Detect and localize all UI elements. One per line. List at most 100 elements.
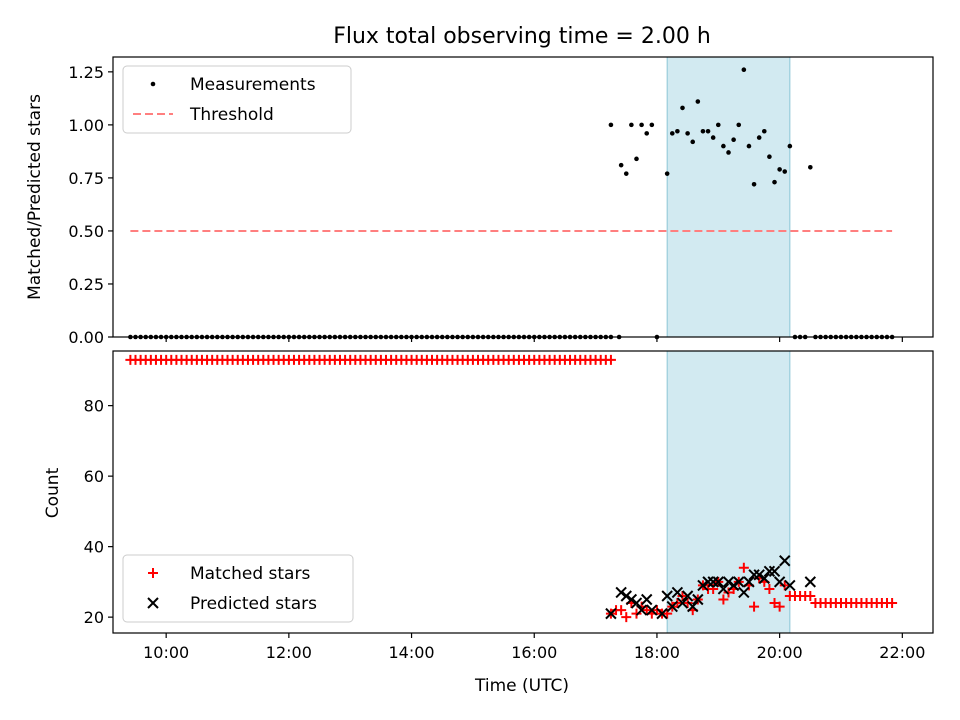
measurement-point	[726, 150, 731, 155]
predicted-star-marker	[635, 604, 648, 616]
x-tick-label: 14:00	[388, 643, 434, 662]
legend-box	[122, 65, 352, 134]
matched-star-marker	[887, 598, 898, 609]
matched-star-marker	[621, 612, 632, 623]
matched-star-marker	[651, 605, 662, 616]
measurement-point	[721, 143, 726, 149]
measurement-point	[751, 181, 757, 187]
legend-marker-x	[147, 597, 159, 609]
legend-label: Measurements	[190, 75, 316, 95]
predicted-star-marker	[707, 576, 719, 588]
observing-interval-band	[666, 56, 791, 338]
measurement-point	[623, 171, 629, 176]
measurement-point	[664, 171, 670, 176]
y-tick-label: 0.75	[68, 169, 104, 188]
predicted-star-marker	[804, 576, 817, 588]
matched-star-marker	[682, 598, 693, 609]
y-tick-label: 0.50	[68, 222, 104, 241]
legend-box	[122, 554, 354, 623]
predicted-star-marker	[697, 579, 709, 592]
predicted-star-marker	[779, 555, 791, 567]
y-tick-label: 60	[84, 467, 104, 486]
predicted-star-marker	[605, 607, 617, 620]
matched-star-marker	[764, 583, 775, 594]
chart-title: Flux total observing time = 2.00 h	[333, 24, 711, 49]
predicted-star-marker	[615, 586, 627, 599]
matched-star-marker	[779, 580, 790, 591]
legend-label: Threshold	[189, 105, 274, 125]
measurement-point	[639, 122, 644, 128]
measurement-point	[761, 128, 767, 134]
measurement-point	[644, 131, 650, 136]
predicted-star-marker	[656, 607, 668, 620]
measurement-point	[736, 122, 742, 128]
measurement-point	[767, 154, 772, 159]
measurement-point	[649, 122, 655, 128]
x-tick-label: 18:00	[634, 643, 680, 662]
predicted-star-marker	[692, 593, 704, 606]
legend-marker-plus	[148, 568, 158, 578]
plot-frame	[112, 56, 934, 338]
predicted-star-marker	[661, 590, 673, 602]
matched-star-marker	[718, 594, 729, 605]
measurement-point	[629, 122, 634, 128]
predicted-star-marker	[630, 597, 643, 609]
predicted-star-marker	[727, 579, 740, 592]
measurement-point	[746, 143, 752, 149]
measurement-point	[787, 143, 793, 149]
legend-label: Matched stars	[190, 564, 310, 584]
legend: Measurements Threshold	[122, 65, 352, 134]
predicted-star-marker	[743, 576, 755, 588]
bottom-y-axis-label: Count	[43, 467, 63, 518]
matched-star-marker	[631, 608, 642, 619]
predicted-star-marker	[753, 569, 765, 581]
series-predicted-stars	[605, 555, 817, 620]
measurements-panel: Flux total observing time = 2.00 h Match…	[25, 24, 934, 347]
predicted-star-marker	[641, 593, 653, 606]
measurement-point	[700, 128, 706, 134]
measurement-point	[705, 128, 711, 134]
predicted-star-marker	[620, 590, 632, 602]
x-tick-label: 10:00	[143, 643, 189, 662]
matched-star-marker	[738, 562, 749, 573]
measurement-point	[772, 179, 777, 185]
predicted-star-marker	[646, 604, 658, 616]
measurement-point	[608, 122, 614, 128]
measurement-point	[690, 139, 696, 145]
predicted-star-marker	[671, 586, 684, 599]
legend-marker-dot	[150, 81, 156, 87]
predicted-star-marker	[687, 600, 699, 613]
measurement-point	[808, 165, 813, 170]
top-y-axis-label: Matched/Predicted stars	[25, 94, 45, 300]
matched-star-marker	[749, 601, 760, 612]
predicted-star-marker	[717, 583, 730, 595]
matched-star-marker	[605, 354, 616, 365]
predicted-star-marker	[784, 579, 796, 592]
matched-star-marker	[677, 590, 688, 601]
matched-star-marker	[641, 605, 652, 616]
measurement-point	[777, 167, 782, 172]
plot-frame	[112, 350, 934, 634]
predicted-star-marker	[738, 586, 750, 599]
y-tick-label: 0.00	[68, 328, 104, 347]
measurement-point	[669, 131, 675, 136]
x-tick-label: 22:00	[879, 643, 925, 662]
measurement-point	[741, 67, 747, 73]
legend: Matched stars Predicted stars	[122, 554, 354, 623]
measurement-point	[680, 105, 685, 111]
predicted-star-marker	[758, 572, 771, 585]
measurement-point	[695, 99, 701, 104]
y-tick-label: 20	[84, 608, 104, 627]
predicted-star-marker	[676, 597, 689, 609]
predicted-star-marker	[722, 576, 735, 588]
legend-label: Predicted stars	[190, 594, 317, 614]
measurement-point	[731, 137, 736, 143]
predicted-star-marker	[773, 576, 786, 588]
predicted-star-marker	[748, 569, 760, 581]
measurement-point	[756, 135, 762, 140]
measurement-point	[782, 169, 788, 174]
predicted-star-marker	[666, 600, 678, 613]
y-tick-label: 80	[84, 397, 104, 416]
predicted-star-marker	[733, 576, 745, 588]
